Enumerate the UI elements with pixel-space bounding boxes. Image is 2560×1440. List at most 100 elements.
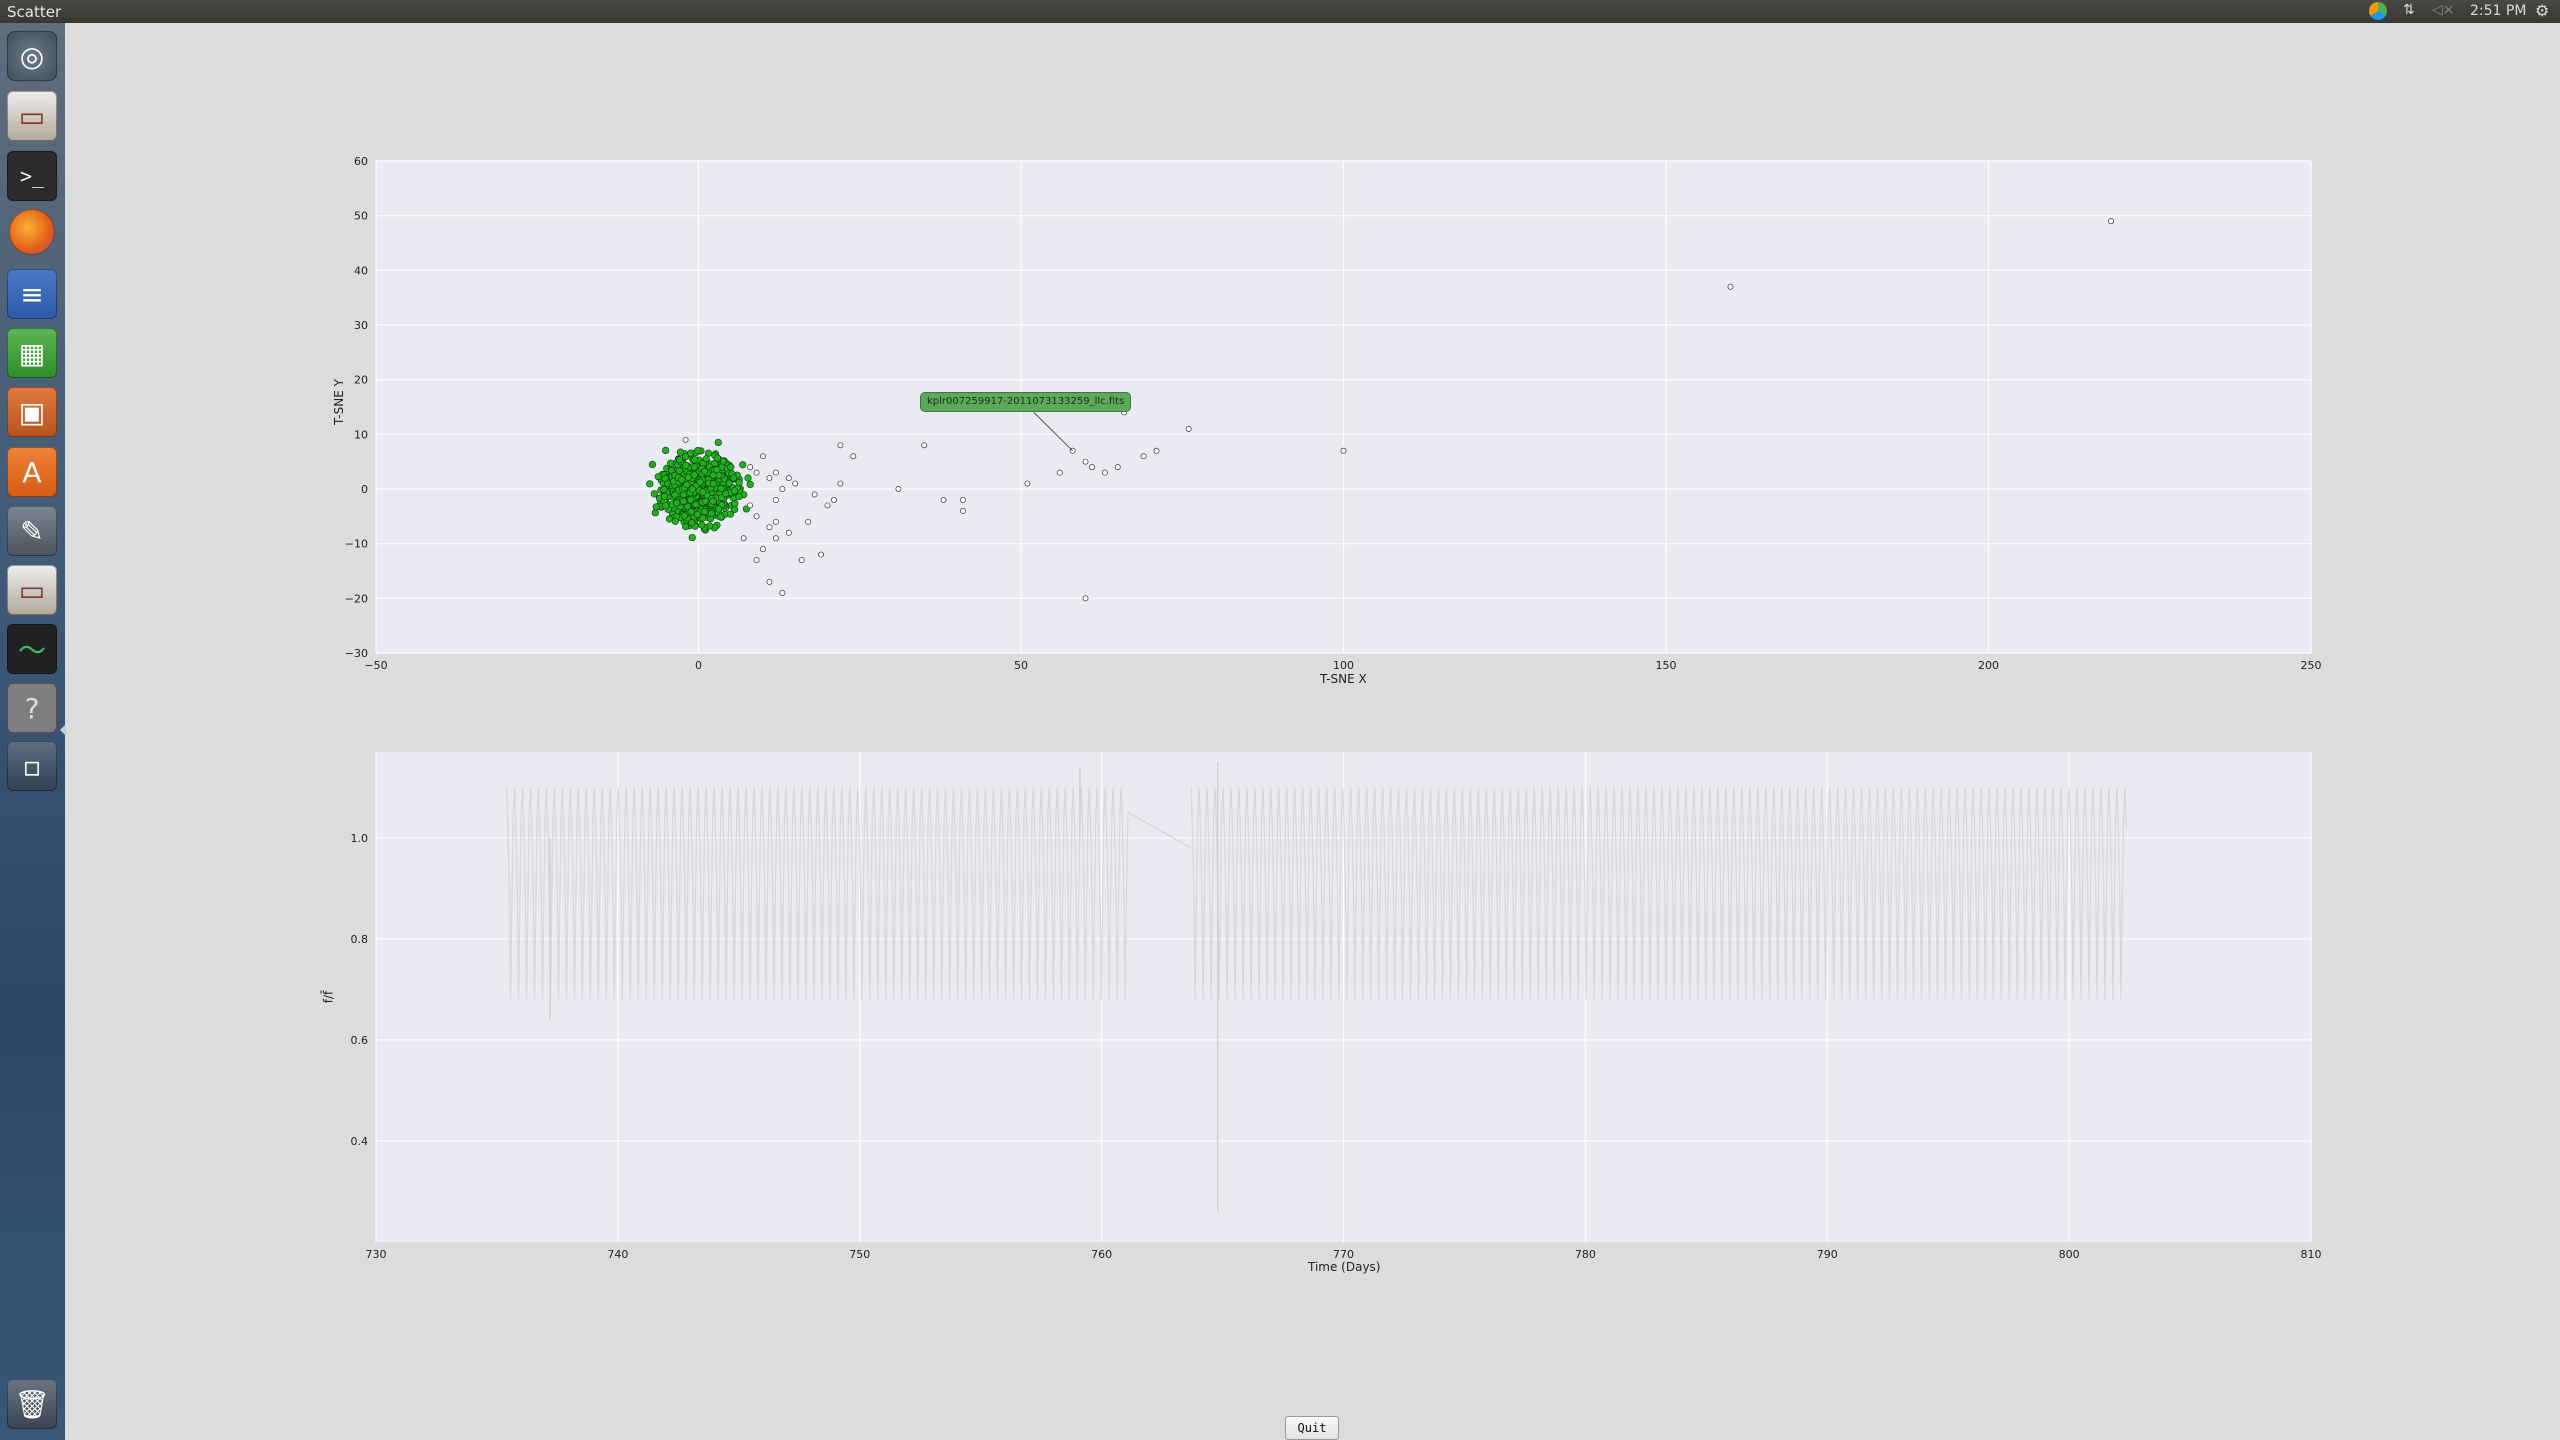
calc-icon[interactable]: ▦ [7,328,57,378]
cluster-point [679,497,688,505]
y-tick-label: 0 [361,483,368,496]
cluster-point [690,471,698,479]
cluster-point [707,509,716,517]
dash-home-icon[interactable]: ◎ [7,31,57,81]
scatter-point [824,502,831,509]
scatter-point [779,589,786,596]
trash-icon[interactable]: 🗑 [7,1379,57,1429]
x-tick-label: −50 [364,659,387,672]
writer-icon[interactable]: ≡ [7,269,57,319]
scatter-point [1340,447,1347,454]
files-icon[interactable]: ▭ [7,565,57,615]
scatter-point [772,518,779,525]
cluster-point [660,485,668,494]
cluster-point [722,490,730,498]
scatter-point [785,475,792,482]
scatter-point [682,436,689,443]
annotation-leader [1033,412,1073,452]
scatter-point [753,557,760,564]
scatter-point [766,578,773,585]
scatter-point [960,507,966,514]
scatter-point [850,453,857,460]
system-settings-icon[interactable]: ✎ [7,506,57,556]
y-tick-label: 40 [354,264,368,277]
scatter-point [740,535,747,542]
cluster-point [650,490,658,498]
scatter-point [1114,464,1121,471]
x-tick-label: 100 [1333,659,1354,672]
light-curve-y-axis-label: f/f̄ [321,990,336,1004]
firefox-icon[interactable] [9,209,55,255]
cluster-point [691,456,699,464]
cluster-point [652,503,660,511]
cluster-point [714,505,723,513]
scatter-point [772,469,779,476]
network-icon[interactable]: ⇅ [2403,2,2415,18]
files-icon[interactable]: ▭ [7,91,57,141]
gear-icon[interactable]: ⚙ [2535,1,2550,20]
scatter-point [747,502,754,509]
cluster-point [654,473,662,481]
cluster-point [735,493,743,501]
window-title: Scatter [7,3,62,21]
scatter-point [895,486,902,492]
cluster-point [651,509,659,517]
scatter-point [766,475,773,482]
point-annotation: kplr007259917-2011073133259_llc.fits [920,392,1132,412]
x-tick-label: 790 [1817,1248,1838,1261]
cluster-point [729,474,738,482]
impress-icon[interactable]: ▣ [7,387,57,437]
light-curve-canvas[interactable]: 730 740 750 760 770 780 790 800 810 0.4 0.6 0.8 1.0 [351,752,2322,1261]
scatter-point [1185,425,1192,432]
scatter-point [921,442,928,449]
cluster-point [698,521,706,529]
y-tick-label: 0.8 [351,933,369,946]
cluster-point [709,480,717,488]
y-tick-label: 10 [354,428,368,441]
light-curve-plot[interactable]: 730 740 750 760 770 780 790 800 810 0.4 0.6 0.8 1.0 [351,752,2322,1261]
cluster-point [730,487,739,495]
x-tick-label: 800 [2059,1248,2080,1261]
scatter-canvas[interactable]: −50 0 50 100 150 200 250 −30 −20 −10 0 10 20 30 40 50 60 [345,155,2322,672]
clock[interactable]: 2:51 PM [2470,3,2527,19]
workspace-switcher-icon[interactable]: ▫ [7,741,57,791]
cluster-point [687,507,695,516]
cluster-point [675,456,684,464]
scatter-point [772,496,779,503]
cluster-point [731,505,739,514]
x-tick-label: 770 [1333,1248,1354,1261]
cluster-point [671,491,679,499]
scatter-point [760,546,766,553]
quit-button[interactable]: Quit [1285,1416,1339,1440]
system-monitor-icon[interactable]: 〜 [7,624,57,674]
scatter-point [818,551,824,558]
cluster-point [702,455,710,463]
scatter-point [779,486,786,492]
cluster-point [673,499,681,507]
cluster-point [648,460,657,468]
help-icon[interactable]: ? [7,683,57,733]
cluster-point [680,512,688,520]
light-curve-line [1190,787,2127,1000]
cluster-point [746,480,754,489]
x-tick-label: 50 [1014,659,1028,672]
scatter-y-axis-label: T-SNE Y [331,379,346,425]
x-tick-label: 810 [2301,1248,2322,1261]
cluster-point [701,467,709,475]
cluster-point [699,514,707,522]
software-center-icon[interactable]: A [7,447,57,497]
scatter-point [772,535,779,542]
cluster-point [688,533,696,542]
tsne-scatter-plot[interactable]: −50 0 50 100 150 200 250 −30 −20 −10 0 10 20 30 40 50 60 [345,155,2322,672]
x-tick-label: 730 [366,1248,387,1261]
cluster-point [692,500,700,509]
scatter-point [1101,469,1108,476]
cluster-point [727,463,735,471]
sync-icon[interactable] [2369,2,2387,20]
cluster-point [700,507,709,516]
cluster-point [735,479,743,487]
x-tick-label: 740 [607,1248,628,1261]
terminal-icon[interactable]: >_ [7,151,57,201]
cluster-point [713,454,722,462]
sound-muted-icon[interactable]: ◁× [2432,2,2455,18]
